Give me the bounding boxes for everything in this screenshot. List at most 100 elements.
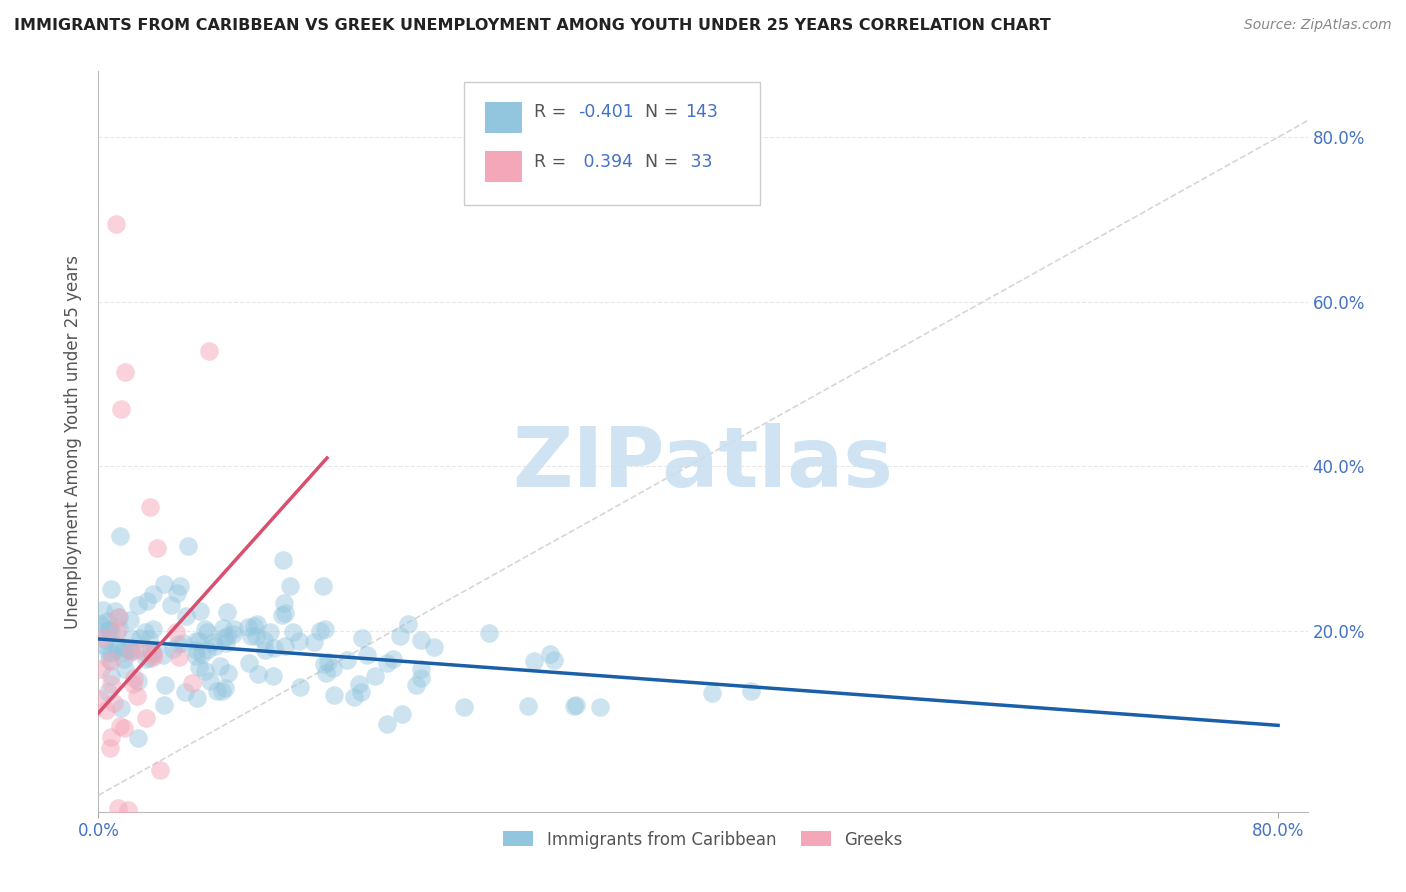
Point	[108, 621, 131, 635]
Point	[202, 635, 225, 649]
Point	[343, 690, 366, 704]
Point	[139, 644, 162, 658]
Point	[543, 653, 565, 667]
Point	[352, 632, 374, 646]
Point	[288, 680, 311, 694]
Point	[405, 678, 427, 692]
Point	[120, 631, 142, 645]
Point	[187, 660, 209, 674]
Point	[114, 662, 136, 676]
Point	[162, 642, 184, 657]
Point	[104, 604, 127, 618]
Point	[347, 677, 370, 691]
Point	[194, 623, 217, 637]
Point	[356, 648, 378, 663]
Point	[100, 624, 122, 638]
Point	[246, 666, 269, 681]
Point	[135, 652, 157, 666]
Point	[396, 616, 419, 631]
Point	[184, 634, 207, 648]
FancyBboxPatch shape	[485, 152, 522, 183]
Point	[125, 689, 148, 703]
Point	[120, 643, 142, 657]
Point	[100, 654, 122, 668]
Point	[153, 698, 176, 712]
Point	[564, 699, 586, 714]
Text: Source: ZipAtlas.com: Source: ZipAtlas.com	[1244, 18, 1392, 32]
Point	[700, 686, 723, 700]
Point	[453, 699, 475, 714]
Point	[96, 632, 118, 647]
FancyBboxPatch shape	[485, 102, 522, 133]
Point	[107, 800, 129, 814]
Point	[122, 671, 145, 685]
Point	[97, 645, 120, 659]
Point	[97, 623, 120, 637]
Point	[100, 582, 122, 597]
Point	[112, 721, 135, 735]
Point	[105, 217, 128, 231]
Point	[152, 648, 174, 662]
Point	[375, 716, 398, 731]
Point	[246, 617, 269, 632]
Point	[107, 610, 129, 624]
Point	[172, 636, 194, 650]
Point	[160, 598, 183, 612]
Point	[740, 683, 762, 698]
Point	[215, 605, 238, 619]
Text: ZIPatlas: ZIPatlas	[513, 423, 893, 504]
Point	[100, 646, 122, 660]
Point	[411, 671, 433, 685]
Point	[93, 638, 115, 652]
Point	[278, 579, 301, 593]
Point	[195, 643, 218, 657]
Point	[135, 711, 157, 725]
Point	[381, 652, 404, 666]
Point	[127, 731, 149, 746]
Point	[120, 645, 142, 659]
Point	[176, 539, 198, 553]
Point	[188, 604, 211, 618]
Point	[142, 650, 165, 665]
Y-axis label: Unemployment Among Youth under 25 years: Unemployment Among Youth under 25 years	[65, 254, 83, 629]
FancyBboxPatch shape	[464, 82, 759, 204]
Text: 143: 143	[685, 103, 717, 121]
Point	[174, 608, 197, 623]
Point	[94, 703, 117, 717]
Text: 0.394: 0.394	[578, 153, 634, 170]
Point	[271, 553, 294, 567]
Point	[195, 625, 218, 640]
Point	[110, 701, 132, 715]
Point	[152, 577, 174, 591]
Point	[316, 655, 339, 669]
Text: R =: R =	[534, 103, 567, 121]
Point	[411, 632, 433, 647]
Point	[211, 621, 233, 635]
Point	[127, 673, 149, 688]
Point	[136, 593, 159, 607]
Point	[302, 634, 325, 648]
Point	[155, 678, 177, 692]
Legend: Immigrants from Caribbean, Greeks: Immigrants from Caribbean, Greeks	[496, 824, 910, 855]
Point	[97, 622, 120, 636]
Point	[100, 669, 122, 683]
Point	[100, 677, 122, 691]
Point	[121, 677, 143, 691]
Point	[215, 635, 238, 649]
Point	[208, 659, 231, 673]
Point	[198, 673, 221, 688]
Point	[217, 666, 239, 681]
Point	[90, 662, 112, 676]
Point	[409, 662, 432, 676]
Point	[336, 653, 359, 667]
Point	[364, 669, 387, 683]
Point	[214, 681, 236, 696]
Point	[538, 647, 561, 661]
Point	[205, 683, 228, 698]
Point	[114, 365, 136, 379]
Point	[523, 654, 546, 668]
Point	[108, 719, 131, 733]
Point	[263, 641, 285, 656]
Point	[117, 803, 139, 817]
Point	[274, 639, 297, 653]
